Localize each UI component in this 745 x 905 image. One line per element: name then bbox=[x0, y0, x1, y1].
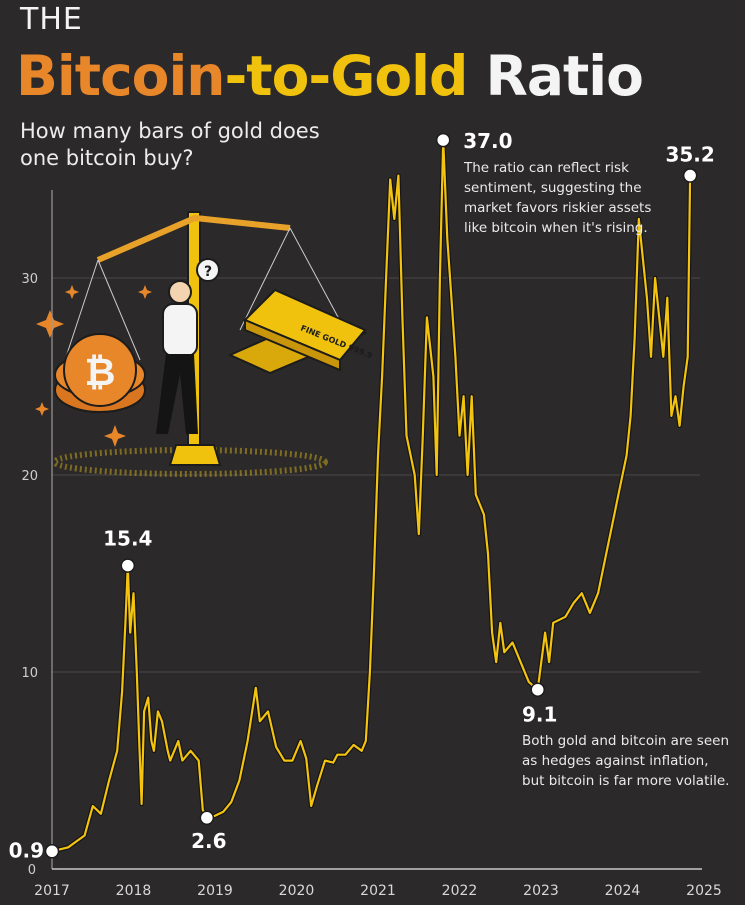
y-tick-label: 20 bbox=[21, 469, 38, 484]
annotation-point bbox=[199, 810, 215, 826]
series-line-bitcoin-gold-ratio bbox=[51, 139, 692, 853]
question-mark: ? bbox=[204, 264, 212, 280]
annotation-hedges: Both gold and bitcoin are seen as hedges… bbox=[522, 733, 730, 789]
x-tick-label: 2020 bbox=[279, 883, 315, 899]
annotation-point bbox=[435, 132, 451, 148]
title-kicker: THE bbox=[20, 2, 83, 37]
series-line bbox=[51, 137, 693, 854]
title-to-gold: -to-Gold bbox=[224, 44, 468, 108]
sparkle-icon bbox=[35, 285, 152, 447]
axes: 0 10 20 30 2017 2018 2019 2020 2021 2022 2023 2024 2… bbox=[21, 190, 722, 899]
subtitle: How many bars of gold does one bitcoin b… bbox=[20, 119, 320, 170]
x-tick-label: 2023 bbox=[523, 883, 559, 899]
scale-base bbox=[168, 444, 222, 466]
annotation-markers: 0.9 15.4 2.6 37.0 9.1 35.2 bbox=[9, 129, 715, 862]
y-tick-label: 30 bbox=[21, 272, 38, 287]
annotation-point bbox=[120, 558, 136, 573]
svg-text:₿: ₿ bbox=[85, 350, 116, 394]
x-tick-label: 2024 bbox=[605, 883, 641, 899]
annotation-point bbox=[530, 682, 545, 697]
annotation-point bbox=[682, 168, 698, 183]
title-bitcoin: Bitcoin bbox=[16, 44, 225, 108]
y-tick-label: 10 bbox=[21, 666, 38, 681]
x-tick-label: 2018 bbox=[116, 883, 152, 899]
x-tick-label: 2025 bbox=[686, 883, 722, 899]
annotation-value-label: 37.0 bbox=[463, 129, 512, 153]
page-title: Bitcoin-to-Gold Ratio bbox=[16, 44, 644, 108]
annotation-value-label: 35.2 bbox=[665, 143, 714, 167]
annotation-risk-sentiment: The ratio can reflect risk sentiment, su… bbox=[464, 160, 652, 236]
scale-illustration: ₿ FINE GOLD 999.9 ? bbox=[35, 211, 374, 477]
x-tick-label: 2019 bbox=[197, 883, 233, 899]
person-icon: ? bbox=[156, 258, 220, 434]
x-tick-label: 2021 bbox=[360, 883, 396, 899]
title-ratio: Ratio bbox=[485, 44, 644, 108]
annotation-value-label: 0.9 bbox=[9, 838, 44, 862]
annotation-value-label: 2.6 bbox=[191, 829, 226, 853]
annotation-value-label: 9.1 bbox=[522, 703, 557, 727]
x-tick-label: 2022 bbox=[442, 883, 478, 899]
scale-beam bbox=[96, 214, 291, 263]
x-tick-label: 2017 bbox=[34, 883, 70, 899]
gold-bar-icon: FINE GOLD 999.9 bbox=[227, 288, 374, 375]
y-tick-label: 0 bbox=[28, 863, 36, 878]
bitcoin-coins-icon: ₿ bbox=[54, 333, 146, 413]
annotation-value-label: 15.4 bbox=[103, 527, 152, 551]
annotation-point bbox=[44, 844, 60, 859]
